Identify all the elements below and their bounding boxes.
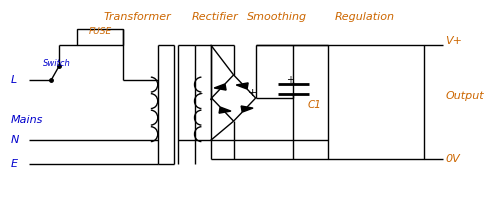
Text: Mains: Mains [11,115,43,125]
Text: N: N [11,135,19,145]
Text: +: + [286,75,294,85]
Text: V+: V+ [445,36,462,46]
Text: Output: Output [445,91,484,101]
Polygon shape [214,84,226,90]
Text: L: L [11,75,17,85]
Text: -: - [198,88,202,98]
Text: Rectifier: Rectifier [192,12,239,22]
Text: +: + [247,88,257,98]
Text: Regulation: Regulation [335,12,395,22]
Text: FUSE: FUSE [89,27,112,36]
Text: 0V: 0V [445,154,460,164]
Polygon shape [236,83,248,89]
Text: Transformer: Transformer [103,12,171,22]
Text: Smoothing: Smoothing [247,12,307,22]
Text: E: E [11,159,18,169]
Polygon shape [241,106,253,112]
Text: C1: C1 [307,100,321,110]
Bar [77,29,123,45]
Text: Switch: Switch [43,59,71,68]
Bar [328,45,425,159]
Polygon shape [219,107,231,113]
